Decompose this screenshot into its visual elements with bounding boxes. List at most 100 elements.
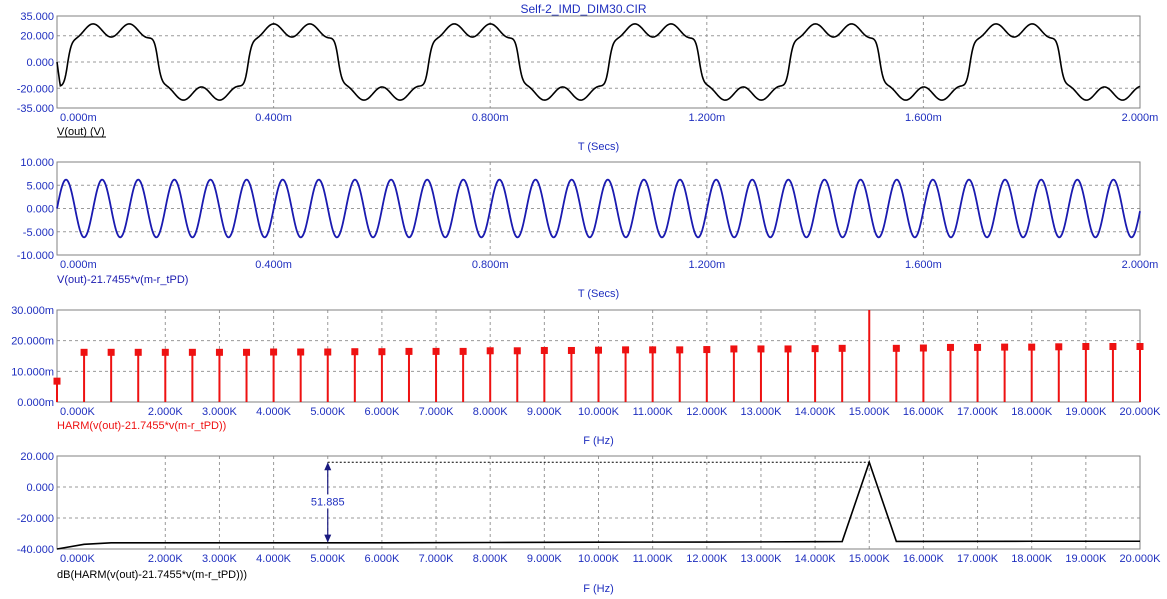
window-title: Self-2_IMD_DIM30.CIR — [520, 2, 647, 16]
harm-marker — [324, 348, 332, 356]
harm-marker — [459, 347, 467, 355]
y-tick-label: 10.000m — [11, 366, 54, 378]
harm-marker — [567, 346, 575, 354]
x-tick-label: 20.000K — [1120, 406, 1162, 418]
y-tick-label: -35.000 — [17, 103, 54, 115]
harm-marker — [838, 344, 846, 352]
harm-marker — [540, 346, 548, 354]
y-tick-label: 0.000 — [26, 204, 54, 216]
x-tick-label: 1.600m — [905, 259, 942, 271]
x-tick-label: 9.000K — [527, 406, 563, 418]
harm-marker — [1082, 342, 1090, 350]
harm-marker — [703, 346, 711, 354]
harm-marker — [486, 347, 494, 355]
x-tick-label: 19.000K — [1065, 406, 1107, 418]
x-tick-label: 7.000K — [419, 406, 455, 418]
x-tick-label: 4.000K — [256, 406, 292, 418]
x-tick-label: 19.000K — [1065, 553, 1107, 565]
x-tick-label: 16.000K — [903, 553, 945, 565]
x-axis-name: F (Hz) — [583, 583, 614, 595]
harm-marker — [676, 346, 684, 354]
trace-expression: HARM(v(out)-21.7455*v(m-r_tPD)) — [57, 420, 226, 432]
x-tick-label: 0.000m — [60, 259, 97, 271]
y-tick-label: 0.000 — [26, 57, 54, 69]
harm-marker — [784, 345, 792, 353]
delta-arrow-up — [324, 462, 332, 471]
harm-marker — [649, 346, 657, 354]
x-tick-label: 7.000K — [419, 553, 455, 565]
plot-vout-diff[interactable]: 10.000 5.000 0.000 -5.000 -10.000 0.000m 0.400… — [17, 157, 1159, 300]
harm-marker — [1136, 342, 1144, 350]
plot-frame — [56, 455, 1141, 550]
x-tick-label: 5.000K — [310, 553, 346, 565]
plot-db-harm[interactable]: 20.000 0.000 -20.000 -40.000 0.000K 2.000K 3.0… — [17, 451, 1161, 595]
x-tick-label: 17.000K — [957, 553, 999, 565]
y-tick-label: 20.000 — [20, 451, 54, 463]
x-tick-label: 8.000K — [473, 406, 509, 418]
trace-vout-diff — [56, 178, 1141, 239]
delta-value: 51.885 — [311, 496, 345, 508]
x-tick-label: 10.000K — [578, 406, 620, 418]
harm-marker — [297, 348, 305, 356]
x-tick-label: 14.000K — [795, 553, 837, 565]
x-tick-label: 11.000K — [633, 406, 674, 418]
delta-arrow-down — [324, 534, 332, 543]
plot-harm[interactable]: 30.000m 20.000m 10.000m 0.000m 0.000K 2.000K 3… — [11, 305, 1161, 447]
harm-marker — [622, 346, 630, 354]
harm-marker — [892, 344, 900, 352]
harm-marker — [243, 348, 251, 356]
delta-label-bg — [301, 494, 354, 509]
harm-marker — [595, 346, 602, 354]
delta-annotation: 51.885 — [301, 461, 870, 543]
trace-expression: dB(HARM(v(out)-21.7455*v(m-r_tPD))) — [57, 569, 247, 581]
harm-marker — [1001, 343, 1009, 351]
y-tick-label: -20.000 — [17, 513, 54, 525]
harm-marker — [405, 347, 413, 355]
harm-marker — [351, 348, 359, 356]
harm-marker — [513, 347, 521, 355]
harm-marker — [1109, 342, 1117, 350]
harm-marker — [946, 343, 954, 351]
harm-marker — [757, 345, 765, 353]
x-tick-label: 0.800m — [472, 112, 509, 124]
x-tick-label: 0.800m — [472, 259, 509, 271]
x-tick-label: 1.200m — [688, 259, 725, 271]
x-tick-label: 2.000K — [148, 553, 184, 565]
x-tick-label: 17.000K — [957, 406, 999, 418]
x-tick-label: 11.000K — [633, 553, 674, 565]
x-tick-label: 0.000m — [60, 112, 97, 124]
trace-db-harm — [56, 459, 1140, 550]
x-axis-name: T (Secs) — [578, 288, 619, 300]
trace-expression: V(out) (V) — [57, 126, 105, 138]
x-tick-label: 15.000K — [849, 406, 891, 418]
harm-marker — [107, 348, 115, 356]
x-tick-label: 5.000K — [310, 406, 346, 418]
x-tick-label: 6.000K — [364, 553, 400, 565]
x-tick-label: 6.000K — [364, 406, 400, 418]
x-tick-label: 10.000K — [578, 553, 620, 565]
x-tick-label: 2.000m — [1122, 259, 1159, 271]
x-tick-label: 18.000K — [1011, 553, 1053, 565]
y-tick-label: -10.000 — [17, 250, 54, 262]
x-tick-label: 15.000K — [849, 553, 891, 565]
harm-marker — [80, 348, 88, 356]
harm-marker — [730, 345, 738, 353]
x-tick-label: 13.000K — [740, 406, 782, 418]
y-tick-label: 35.000 — [20, 11, 54, 23]
harm-marker — [270, 348, 278, 356]
y-tick-label: 10.000 — [20, 157, 54, 169]
plot-vout[interactable]: 35.000 20.000 0.000 -20.000 -35.000 0.000m 0.4… — [17, 11, 1159, 153]
harm-marker — [134, 348, 142, 356]
y-tick-label: 0.000 — [26, 482, 54, 494]
x-tick-label: 0.000K — [60, 406, 96, 418]
y-tick-label: 30.000m — [11, 305, 54, 317]
harm-marker — [215, 348, 223, 356]
x-tick-label: 0.400m — [255, 259, 292, 271]
x-tick-label: 18.000K — [1011, 406, 1053, 418]
x-axis-name: T (Secs) — [578, 141, 619, 153]
x-tick-label: 8.000K — [473, 553, 509, 565]
x-tick-label: 9.000K — [527, 553, 563, 565]
harm-marker — [53, 377, 61, 385]
y-tick-label: -40.000 — [17, 544, 54, 556]
